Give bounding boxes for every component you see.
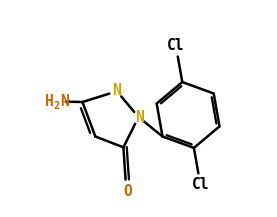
Text: N: N <box>135 110 144 125</box>
Text: Cl: Cl <box>192 177 209 192</box>
Text: O: O <box>123 184 132 199</box>
Text: Cl: Cl <box>167 38 184 53</box>
Text: N: N <box>60 94 68 109</box>
Text: 2: 2 <box>53 101 59 111</box>
Text: H: H <box>45 94 53 109</box>
Text: N: N <box>112 83 121 98</box>
